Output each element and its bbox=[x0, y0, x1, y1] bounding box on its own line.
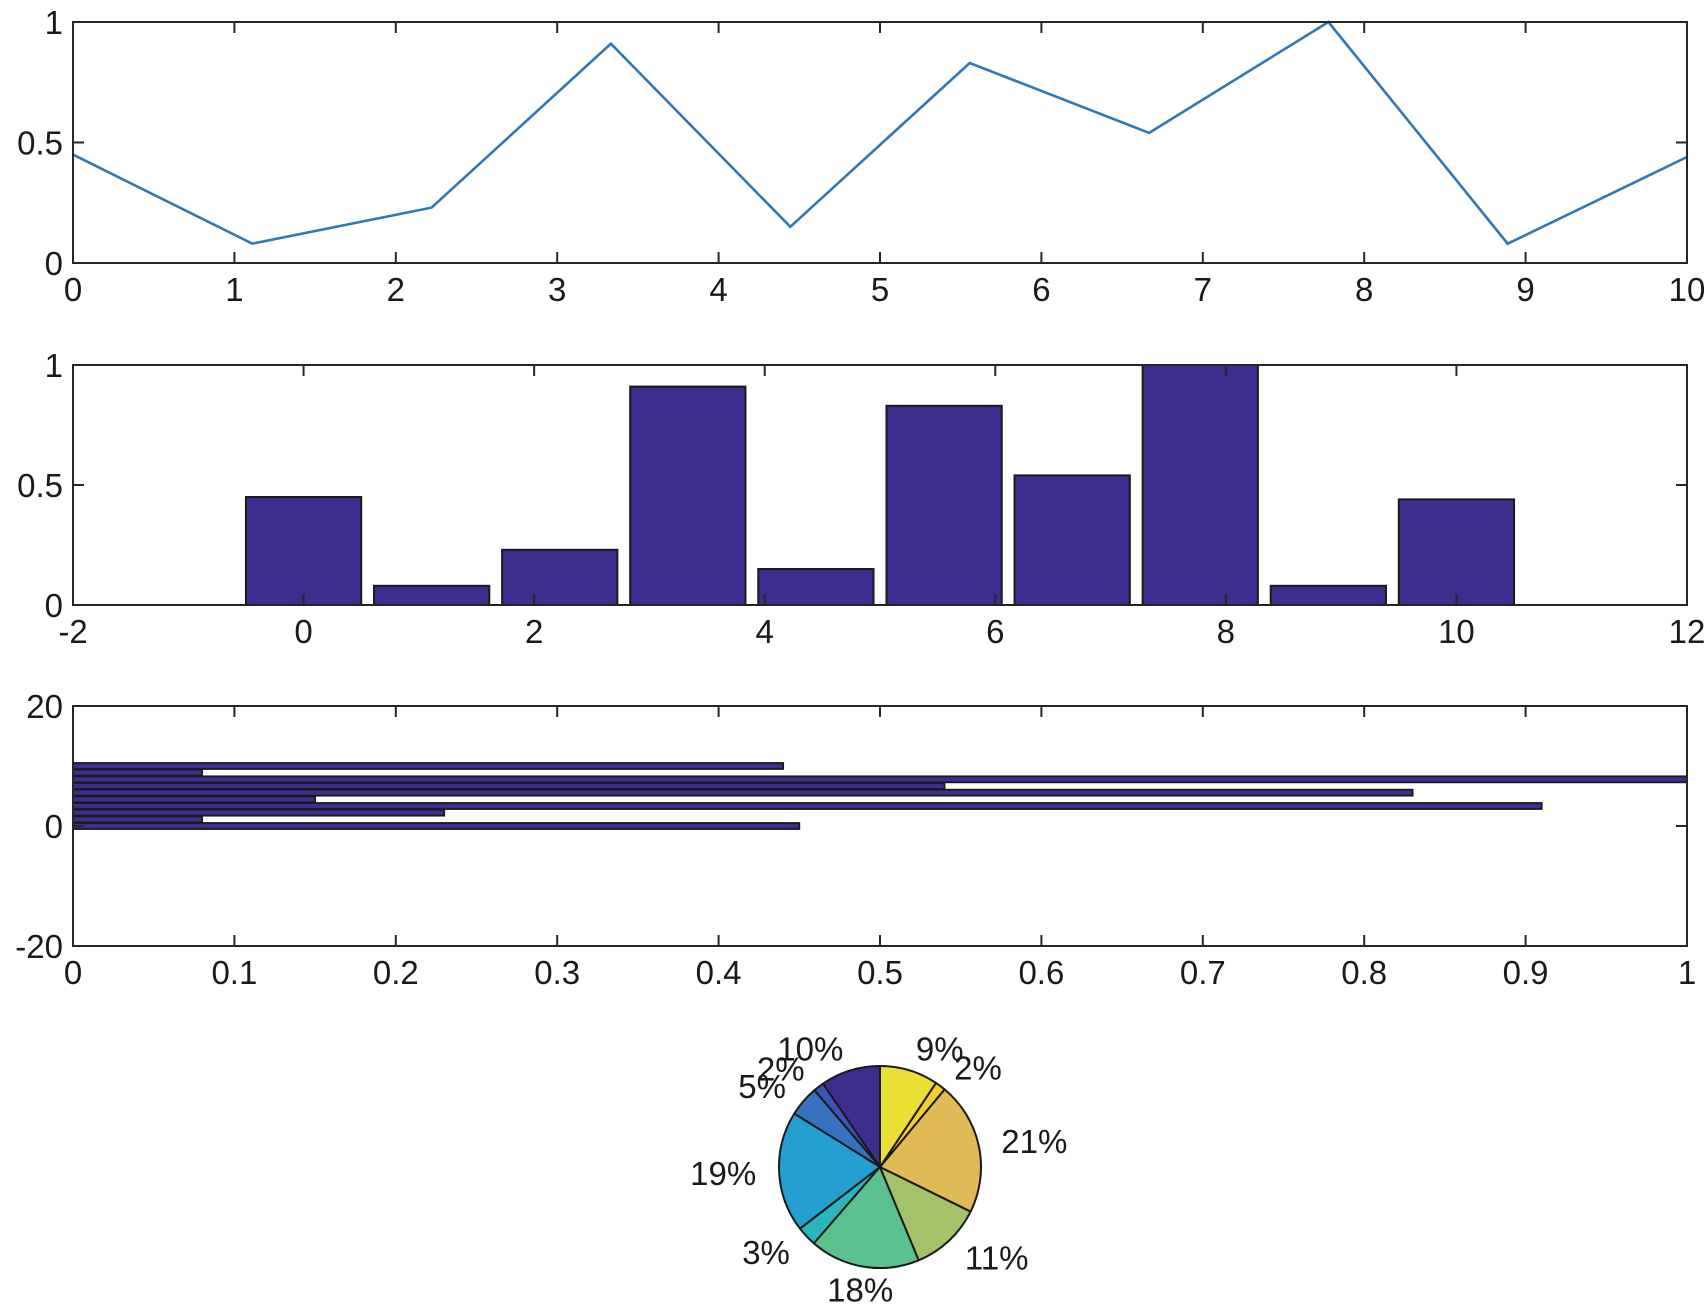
pie-slice bbox=[778, 1112, 881, 1230]
hbar bbox=[72, 775, 1688, 784]
y-tick-label: 1 bbox=[45, 4, 63, 41]
x-tick-label: 5 bbox=[871, 271, 889, 308]
y-tick-label: 20 bbox=[26, 688, 63, 725]
pie-label: 3% bbox=[742, 1234, 790, 1271]
hbar bbox=[72, 782, 946, 790]
x-tick-label: 7 bbox=[1194, 271, 1212, 308]
line-series bbox=[72, 20, 1688, 246]
hbar bbox=[72, 788, 1414, 797]
x-tick-label: 0.7 bbox=[1180, 954, 1226, 991]
axes-frame bbox=[72, 21, 1688, 264]
hbar bbox=[72, 822, 801, 830]
hbar bbox=[72, 802, 1543, 810]
pie-label: 2% bbox=[757, 1051, 805, 1088]
x-tick-label: 0.9 bbox=[1503, 954, 1549, 991]
x-tick-label: 0.1 bbox=[211, 954, 257, 991]
hbar bbox=[72, 815, 204, 824]
x-tick-label: 10 bbox=[1669, 271, 1704, 308]
pie-label: 21% bbox=[1001, 1123, 1067, 1160]
x-tick-label: 0 bbox=[64, 271, 82, 308]
x-tick-label: 8 bbox=[1217, 613, 1235, 650]
x-tick-label: 3 bbox=[548, 271, 566, 308]
x-tick-label: 4 bbox=[756, 613, 774, 650]
bar bbox=[501, 548, 619, 606]
y-tick-label: 0 bbox=[45, 587, 63, 624]
pie-label: 10% bbox=[777, 1031, 843, 1068]
bar bbox=[1141, 364, 1259, 606]
y-tick-label: 0.5 bbox=[17, 125, 63, 162]
pie-slice bbox=[812, 1166, 920, 1270]
x-tick-label: 0.8 bbox=[1341, 954, 1387, 991]
pie-label: 9% bbox=[916, 1030, 964, 1067]
pie-slice bbox=[879, 1065, 937, 1168]
x-tick-label: 6 bbox=[986, 613, 1004, 650]
x-tick-label: 0.5 bbox=[857, 954, 903, 991]
x-tick-label: 0 bbox=[294, 613, 312, 650]
x-tick-label: 0 bbox=[64, 954, 82, 991]
x-tick-label: 0.4 bbox=[696, 954, 742, 991]
x-tick-label: 0.6 bbox=[1018, 954, 1064, 991]
y-tick-label: -20 bbox=[15, 928, 63, 965]
pie-label: 19% bbox=[690, 1155, 756, 1192]
hbar bbox=[72, 795, 317, 804]
pie-label: 2% bbox=[954, 1050, 1002, 1087]
bar bbox=[757, 568, 875, 606]
hbar bbox=[72, 808, 446, 817]
y-tick-label: 0 bbox=[45, 245, 63, 282]
x-tick-label: 2 bbox=[525, 613, 543, 650]
bar bbox=[373, 584, 491, 606]
pie-slice bbox=[879, 1088, 982, 1213]
pie-label: 11% bbox=[965, 1239, 1029, 1276]
x-tick-label: 10 bbox=[1438, 613, 1475, 650]
hbar bbox=[72, 762, 785, 770]
x-tick-label: 9 bbox=[1516, 271, 1534, 308]
x-tick-label: 4 bbox=[709, 271, 727, 308]
x-tick-label: 2 bbox=[387, 271, 405, 308]
line-chart: 0 1 2 3 4 5 6 7 8 9 10 0 0.5 1 bbox=[17, 4, 1704, 308]
bar bbox=[1013, 474, 1131, 606]
y-tick-label: 1 bbox=[45, 347, 63, 384]
pie-label: 5% bbox=[738, 1068, 786, 1105]
bar bbox=[1269, 584, 1387, 606]
x-tick-label: 1 bbox=[225, 271, 243, 308]
bar bbox=[629, 385, 747, 606]
bar bbox=[1397, 498, 1516, 606]
bar bbox=[885, 404, 1003, 606]
x-tick-label: 0.2 bbox=[373, 954, 419, 991]
pie-label: 18% bbox=[827, 1271, 893, 1308]
pie-chart: 10%2%5%19%3%18%11%21%2%9% bbox=[690, 1030, 1067, 1308]
bar bbox=[244, 496, 363, 606]
x-tick-label: 1 bbox=[1678, 954, 1696, 991]
x-tick-label: 12 bbox=[1669, 613, 1704, 650]
x-tick-label: 8 bbox=[1355, 271, 1373, 308]
y-tick-label: 0.5 bbox=[17, 467, 63, 504]
x-tick-label: 0.3 bbox=[534, 954, 580, 991]
pie-slice bbox=[879, 1166, 972, 1262]
hbar bbox=[72, 768, 204, 777]
x-tick-label: 6 bbox=[1032, 271, 1050, 308]
y-tick-label: 0 bbox=[45, 808, 63, 845]
x-tick-label: -2 bbox=[58, 613, 87, 650]
